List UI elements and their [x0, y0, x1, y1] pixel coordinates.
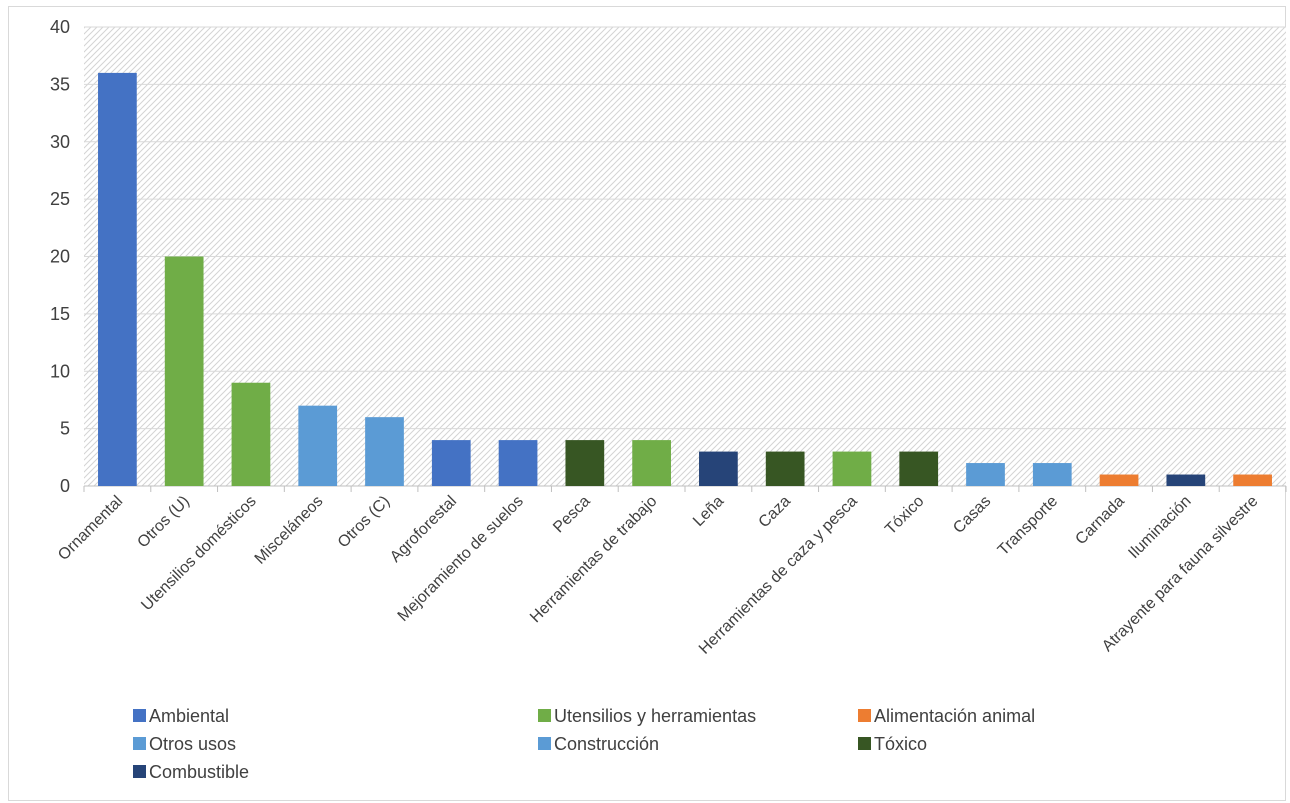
bar [1099, 474, 1139, 486]
y-tick-label: 40 [50, 17, 70, 37]
legend-label: Construcción [554, 734, 659, 754]
y-tick-label: 35 [50, 74, 70, 94]
bar [565, 440, 605, 486]
legend-label: Tóxico [874, 734, 927, 754]
bar [765, 451, 805, 486]
legend-swatch [538, 737, 551, 750]
legend: Ambiental Utensilios y herramientas Alimen… [133, 706, 1035, 782]
x-tick-label: Utensilios domésticos [138, 493, 259, 614]
bar [164, 256, 204, 486]
x-tick-label: Ornamental [55, 493, 126, 564]
x-tick-label: Casas [950, 493, 994, 537]
bar [1166, 474, 1206, 486]
legend-label: Alimentación animal [874, 706, 1035, 726]
y-tick-label: 5 [60, 419, 70, 439]
x-tick-label: Misceláneos [252, 493, 327, 568]
bar [832, 451, 872, 486]
x-tick-label: Agroforestal [387, 493, 460, 566]
bar [365, 417, 404, 486]
x-tick-label: Mejoramiento de suelos [395, 493, 527, 625]
bar [899, 451, 939, 486]
bars [98, 72, 1272, 487]
x-tick-label: Carnada [1072, 493, 1127, 548]
y-tick-label: 30 [50, 132, 70, 152]
y-tick-label: 10 [50, 361, 70, 381]
bar [298, 405, 338, 486]
legend-swatch [133, 709, 146, 722]
bar [1233, 474, 1272, 486]
legend-swatch [133, 737, 146, 750]
bar [632, 440, 671, 486]
x-tick-label: Iluminación [1125, 493, 1194, 562]
y-tick-label: 15 [50, 304, 70, 324]
bar [431, 440, 471, 486]
legend-label: Otros usos [149, 734, 236, 754]
x-tick-label: Pesca [550, 493, 594, 537]
chart-container: 0 5 10 15 20 25 30 35 40 Ornamental Otros (U) Uten… [8, 6, 1287, 801]
x-tick-label: Otros (C) [335, 493, 394, 552]
bar [98, 72, 137, 487]
y-tick-label: 20 [50, 247, 70, 267]
bar [966, 463, 1005, 486]
bar [498, 440, 538, 486]
x-tick-label: Leña [690, 493, 727, 530]
bar [1032, 463, 1072, 486]
legend-swatch [858, 709, 871, 722]
legend-label: Utensilios y herramientas [554, 706, 756, 726]
x-tick-label: Caza [756, 493, 795, 532]
x-tick-label: Herramientas de trabajo [527, 493, 660, 626]
y-axis: 0 5 10 15 20 25 30 35 40 [50, 17, 70, 496]
x-tick-label: Otros (U) [134, 493, 193, 552]
x-tick-label: Transporte [995, 493, 1061, 559]
y-tick-label: 25 [50, 189, 70, 209]
bar [699, 451, 738, 486]
x-tick-label: Tóxico [882, 493, 927, 538]
y-tick-label: 0 [60, 476, 70, 496]
x-axis: Ornamental Otros (U)Utensilios domésticos… [55, 486, 1287, 658]
legend-swatch [133, 765, 146, 778]
bar [231, 382, 271, 486]
legend-label: Ambiental [149, 706, 229, 726]
legend-swatch [538, 709, 551, 722]
legend-swatch [858, 737, 871, 750]
legend-label: Combustible [149, 762, 249, 782]
